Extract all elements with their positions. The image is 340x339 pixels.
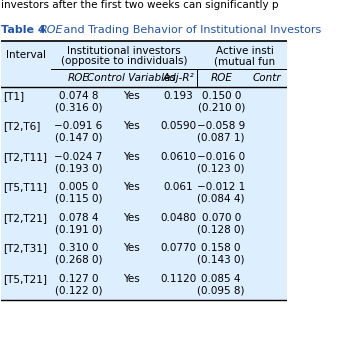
Text: (0.123 0): (0.123 0)	[198, 163, 245, 173]
Text: 0.1120: 0.1120	[160, 274, 197, 284]
Text: 0.061: 0.061	[164, 182, 193, 192]
Text: 0.074 8: 0.074 8	[59, 91, 98, 101]
Text: (0.084 4): (0.084 4)	[198, 194, 245, 204]
Text: 0.193: 0.193	[164, 91, 193, 101]
Text: 0.127 0: 0.127 0	[59, 274, 98, 284]
Text: (0.115 0): (0.115 0)	[55, 194, 102, 204]
Text: [T2,T11]: [T2,T11]	[3, 152, 47, 162]
Text: Yes: Yes	[123, 274, 140, 284]
Text: 0.0610: 0.0610	[160, 152, 197, 162]
Text: (mutual fun: (mutual fun	[214, 56, 275, 66]
Text: 0.085 4: 0.085 4	[201, 274, 241, 284]
Text: 0.070 0: 0.070 0	[202, 213, 241, 223]
Text: Yes: Yes	[123, 213, 140, 223]
Text: Yes: Yes	[123, 152, 140, 162]
Text: (0.128 0): (0.128 0)	[198, 224, 245, 234]
Text: −0.016 0: −0.016 0	[197, 152, 245, 162]
Text: [T5,T21]: [T5,T21]	[3, 274, 47, 284]
Text: (opposite to individuals): (opposite to individuals)	[61, 56, 187, 66]
Text: Yes: Yes	[123, 243, 140, 253]
Text: [T1]: [T1]	[3, 91, 24, 101]
Text: ROE: ROE	[68, 73, 89, 83]
Text: Control Variables: Control Variables	[87, 73, 176, 83]
Text: (0.268 0): (0.268 0)	[55, 255, 102, 265]
Text: 0.0480: 0.0480	[160, 213, 197, 223]
Text: 0.150 0: 0.150 0	[202, 91, 241, 101]
Text: Table 4: Table 4	[1, 25, 46, 35]
Text: Yes: Yes	[123, 121, 140, 131]
Text: ROE: ROE	[210, 73, 232, 83]
Text: Active insti: Active insti	[216, 46, 274, 56]
Text: 0.310 0: 0.310 0	[59, 243, 98, 253]
Text: −0.058 9: −0.058 9	[197, 121, 245, 131]
Text: (0.143 0): (0.143 0)	[198, 255, 245, 265]
Text: −0.024 7: −0.024 7	[54, 152, 103, 162]
Text: (0.191 0): (0.191 0)	[55, 224, 102, 234]
Text: (0.193 0): (0.193 0)	[55, 163, 102, 173]
Text: (0.210 0): (0.210 0)	[198, 102, 245, 112]
Text: Yes: Yes	[123, 182, 140, 192]
Text: ROE: ROE	[40, 25, 64, 35]
Text: −0.091 6: −0.091 6	[54, 121, 103, 131]
Text: 0.078 4: 0.078 4	[59, 213, 98, 223]
Text: Yes: Yes	[123, 91, 140, 101]
Text: [T2,T6]: [T2,T6]	[3, 121, 40, 131]
Text: 0.0770: 0.0770	[160, 243, 197, 253]
Text: (0.095 8): (0.095 8)	[198, 285, 245, 295]
Text: Adj-R²: Adj-R²	[163, 73, 194, 83]
Text: [T2,T31]: [T2,T31]	[3, 243, 47, 253]
Text: (0.147 0): (0.147 0)	[55, 133, 102, 143]
Text: (0.316 0): (0.316 0)	[55, 102, 102, 112]
Text: Institutional investors: Institutional investors	[67, 46, 181, 56]
Text: 0.0590: 0.0590	[160, 121, 197, 131]
Text: and Trading Behavior of Institutional Investors: and Trading Behavior of Institutional In…	[60, 25, 321, 35]
Text: (0.122 0): (0.122 0)	[55, 285, 102, 295]
Text: 0.158 0: 0.158 0	[201, 243, 241, 253]
Text: Interval: Interval	[6, 50, 46, 60]
Text: [T2,T21]: [T2,T21]	[3, 213, 47, 223]
Text: −0.012 1: −0.012 1	[197, 182, 245, 192]
Text: 0.005 0: 0.005 0	[59, 182, 98, 192]
Text: (0.087 1): (0.087 1)	[198, 133, 245, 143]
FancyBboxPatch shape	[1, 41, 287, 300]
Text: investors after the first two weeks can significantly p: investors after the first two weeks can …	[1, 0, 279, 10]
Text: Contr: Contr	[253, 73, 281, 83]
Text: [T5,T11]: [T5,T11]	[3, 182, 47, 192]
